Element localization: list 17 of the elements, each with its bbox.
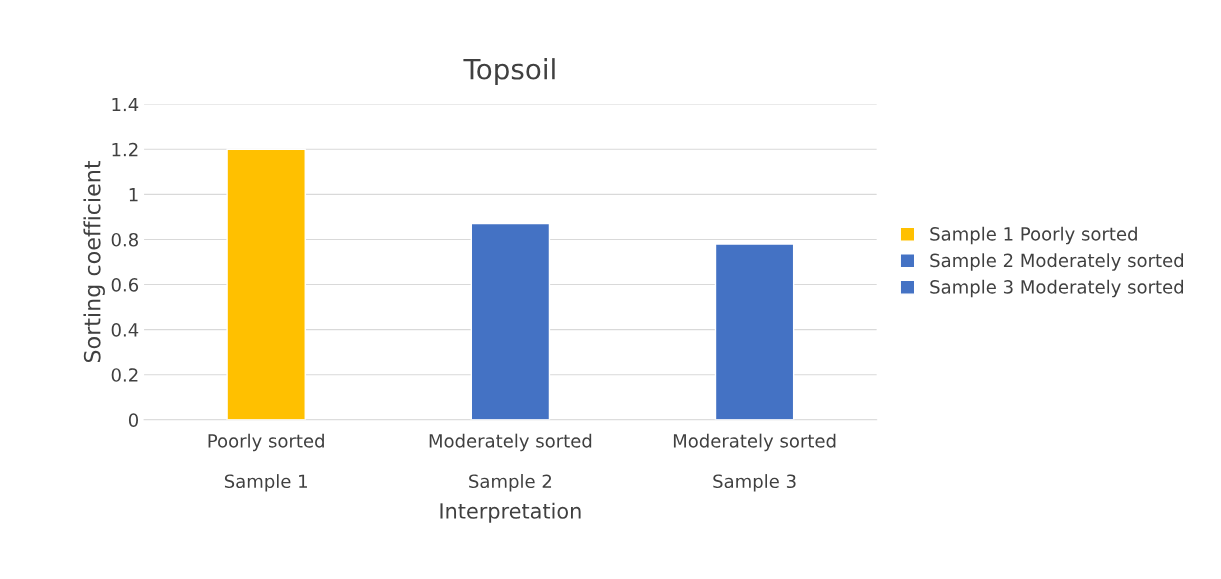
y-tick-label: 0.2 (111, 368, 138, 382)
category-label: Poorly sorted Sample 1 (208, 433, 324, 492)
y-tick-label: 1 (129, 188, 138, 202)
category-label: Moderately sorted Sample 3 (673, 433, 836, 492)
y-tick-label: 0.4 (111, 323, 139, 337)
y-tick-label: 1.4 (112, 97, 139, 112)
y-tick-label: 1.2 (112, 142, 138, 157)
y-axis-title: Sorting coefficient (83, 160, 105, 363)
chart-title: Topsoil (463, 58, 555, 85)
legend-label: Sample 2 Moderately sorted (930, 253, 1183, 271)
y-tick-label: 0.8 (111, 232, 138, 247)
x-axis-title: Interpretation (440, 502, 581, 523)
y-tick-label: 0.6 (111, 278, 139, 292)
category-label: Moderately sorted Sample 2 (429, 433, 592, 492)
y-tick-label: 0 (128, 413, 139, 427)
legend-label: Sample 3 Moderately sorted (930, 279, 1183, 298)
legend-label: Sample 1 Poorly sorted (930, 226, 1137, 245)
